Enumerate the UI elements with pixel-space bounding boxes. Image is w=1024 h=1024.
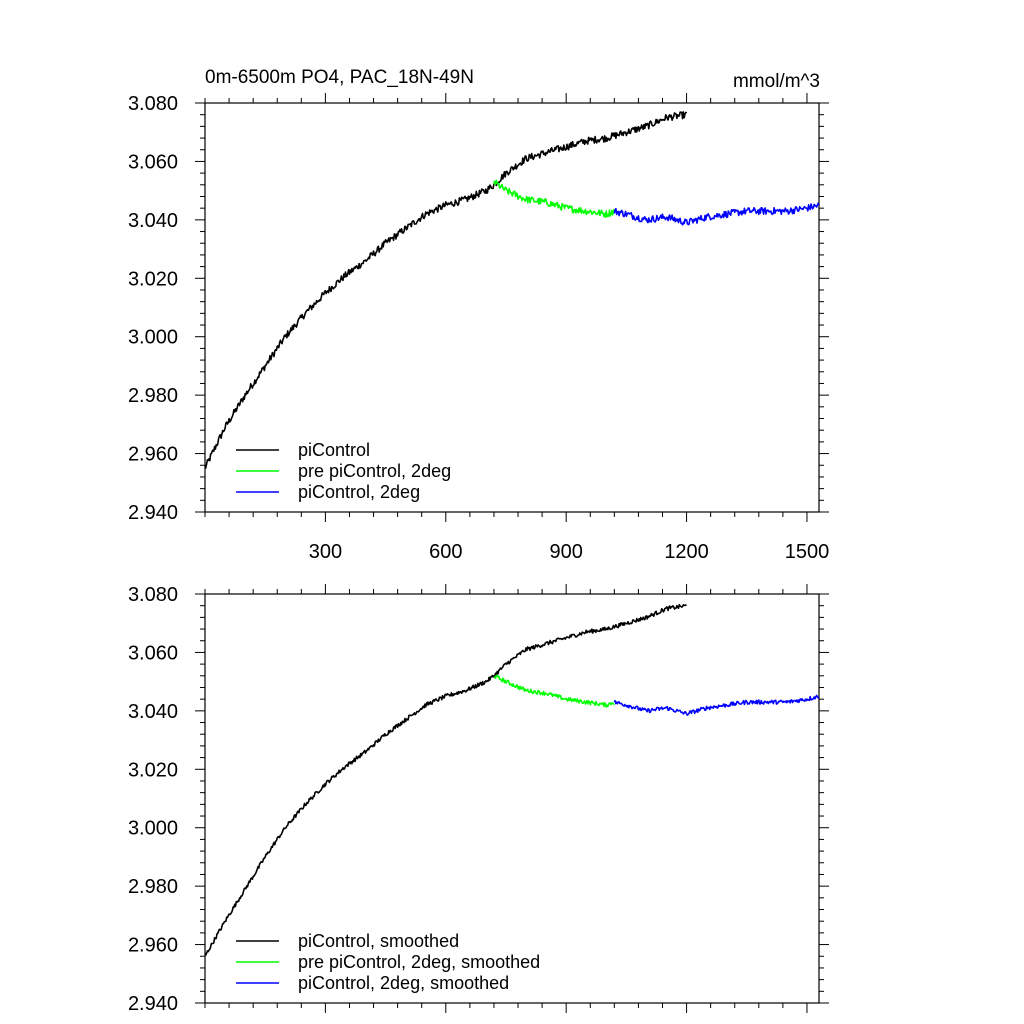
- series-line-3: [613, 202, 820, 226]
- series-line-2: [493, 674, 615, 708]
- legend-label: pre piControl, 2deg, smoothed: [298, 952, 540, 972]
- y-tick-label: 3.060: [128, 642, 178, 664]
- series-line-1: [204, 111, 688, 469]
- y-tick-label: 2.960: [128, 444, 178, 466]
- x-tick-label: 900: [549, 541, 582, 563]
- y-tick-label: 2.980: [128, 876, 178, 898]
- y-tick-labels: 2.940 2.960 2.980 3.000 3.020 3.040 3.060 3.080: [128, 93, 178, 524]
- legend-label: piControl, smoothed: [298, 931, 459, 951]
- y-tick-label: 3.000: [128, 327, 178, 349]
- series-lines: [205, 603, 820, 956]
- y-tick-label: 3.020: [128, 268, 178, 290]
- x-tick-label: 600: [429, 541, 462, 563]
- plot-frame: [204, 593, 820, 1004]
- legend-label: piControl: [298, 440, 370, 460]
- x-tick-label: 1500: [785, 541, 830, 563]
- y-tick-label: 2.980: [128, 385, 178, 407]
- series-lines: [204, 111, 820, 469]
- units-label: mmol/m^3: [733, 71, 820, 92]
- legend-label: piControl, 2deg, smoothed: [298, 973, 509, 993]
- series-line-3: [613, 694, 820, 717]
- y-tick-label: 2.940: [128, 502, 178, 524]
- tick-marks: [195, 93, 829, 522]
- y-tick-label: 3.080: [128, 93, 178, 115]
- y-tick-labels: 2.940 2.960 2.980 3.000 3.020 3.040 3.060 3.080: [128, 584, 178, 1015]
- y-tick-label: 2.940: [128, 993, 178, 1015]
- y-tick-label: 3.000: [128, 818, 178, 840]
- legend-label: pre piControl, 2deg: [298, 461, 451, 481]
- y-tick-label: 3.060: [128, 151, 178, 173]
- x-tick-label: 1200: [664, 541, 709, 563]
- top-panel: 0m-6500m PO4, PAC_18N-49N mmol/m^3 2.940…: [128, 67, 829, 563]
- y-tick-label: 2.960: [128, 935, 178, 957]
- y-tick-label: 3.080: [128, 584, 178, 606]
- x-tick-labels: 300 600 900 1200 1500: [309, 541, 830, 563]
- chart-title: 0m-6500m PO4, PAC_18N-49N: [205, 67, 474, 88]
- legend-label: piControl, 2deg: [298, 482, 420, 502]
- bottom-panel: 2.940 2.960 2.980 3.000 3.020 3.040 3.060 3.080…: [128, 584, 829, 1015]
- series-line-2: [493, 179, 616, 218]
- plot-frame: [204, 102, 820, 513]
- series-line-1: [205, 603, 687, 956]
- y-tick-label: 3.040: [128, 701, 178, 723]
- x-tick-label: 300: [309, 541, 342, 563]
- y-tick-label: 3.020: [128, 759, 178, 781]
- y-tick-label: 3.040: [128, 210, 178, 232]
- tick-marks: [195, 584, 829, 1013]
